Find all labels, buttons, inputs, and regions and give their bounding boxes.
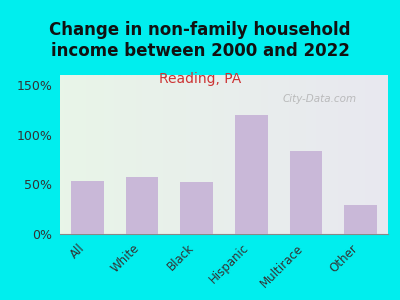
Bar: [300, 75, 306, 234]
Bar: [328, 75, 333, 234]
Bar: [197, 75, 202, 234]
Bar: [180, 182, 213, 234]
Bar: [366, 75, 372, 234]
Bar: [60, 75, 66, 234]
Bar: [213, 75, 218, 234]
Bar: [120, 75, 126, 234]
Bar: [93, 75, 98, 234]
Bar: [361, 75, 366, 234]
Bar: [87, 75, 93, 234]
Bar: [186, 75, 191, 234]
Bar: [339, 75, 344, 234]
Bar: [164, 75, 169, 234]
Bar: [126, 75, 131, 234]
Bar: [290, 151, 322, 234]
Bar: [290, 75, 295, 234]
Bar: [136, 75, 142, 234]
Bar: [76, 75, 82, 234]
Bar: [175, 75, 180, 234]
Bar: [131, 75, 136, 234]
Bar: [257, 75, 262, 234]
Bar: [317, 75, 322, 234]
Bar: [66, 75, 71, 234]
Bar: [268, 75, 273, 234]
Bar: [312, 75, 317, 234]
Bar: [71, 75, 76, 234]
Bar: [344, 75, 350, 234]
Bar: [344, 205, 377, 234]
Bar: [382, 75, 388, 234]
Bar: [355, 75, 361, 234]
Bar: [180, 75, 186, 234]
Bar: [224, 75, 230, 234]
Bar: [153, 75, 158, 234]
Bar: [142, 75, 148, 234]
Text: City-Data.com: City-Data.com: [283, 94, 357, 104]
Bar: [284, 75, 290, 234]
Bar: [377, 75, 382, 234]
Bar: [372, 75, 377, 234]
Bar: [235, 75, 240, 234]
Bar: [322, 75, 328, 234]
Bar: [202, 75, 208, 234]
Bar: [279, 75, 284, 234]
Bar: [350, 75, 355, 234]
Bar: [273, 75, 279, 234]
Bar: [218, 75, 224, 234]
Bar: [115, 75, 120, 234]
Bar: [82, 75, 87, 234]
Bar: [158, 75, 164, 234]
Bar: [148, 75, 153, 234]
Bar: [109, 75, 115, 234]
Bar: [230, 75, 235, 234]
Bar: [246, 75, 251, 234]
Bar: [251, 75, 257, 234]
Bar: [104, 75, 109, 234]
Bar: [191, 75, 197, 234]
Bar: [333, 75, 339, 234]
Bar: [169, 75, 175, 234]
Bar: [126, 177, 158, 234]
Bar: [295, 75, 300, 234]
Bar: [71, 181, 104, 234]
Bar: [240, 75, 246, 234]
Bar: [262, 75, 268, 234]
Text: Reading, PA: Reading, PA: [159, 72, 241, 86]
Bar: [98, 75, 104, 234]
Bar: [235, 115, 268, 234]
Bar: [306, 75, 312, 234]
Text: Change in non-family household
income between 2000 and 2022: Change in non-family household income be…: [49, 21, 351, 60]
Bar: [208, 75, 213, 234]
